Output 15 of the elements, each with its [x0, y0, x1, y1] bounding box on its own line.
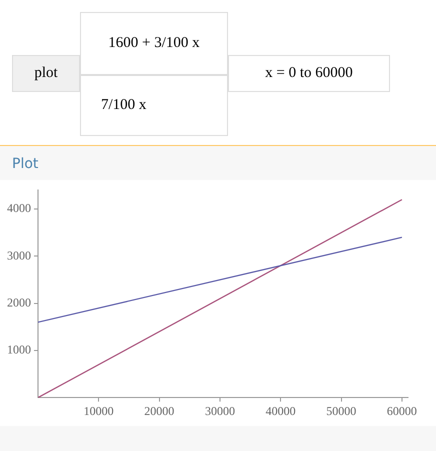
- y-tick-label: 1000: [7, 342, 31, 357]
- x-tick-label: 10000: [84, 404, 114, 418]
- y-tick-label: 4000: [7, 201, 31, 216]
- x-tick-label: 60000: [386, 404, 417, 418]
- y-tick-label: 2000: [7, 295, 31, 310]
- x-tick-label: 40000: [266, 404, 296, 418]
- x-tick-label: 20000: [144, 404, 174, 418]
- text: plot: [34, 65, 58, 82]
- chart-title: Plot: [11, 155, 40, 174]
- y-tick-label: 3000: [7, 248, 31, 262]
- text: 7/100 x: [101, 97, 146, 114]
- x-tick-label: 50000: [326, 404, 356, 418]
- x-tick-label: 30000: [204, 404, 235, 418]
- text: 1600 + 3/100 x: [108, 35, 200, 52]
- text: x = 0 to 60000: [265, 65, 353, 82]
